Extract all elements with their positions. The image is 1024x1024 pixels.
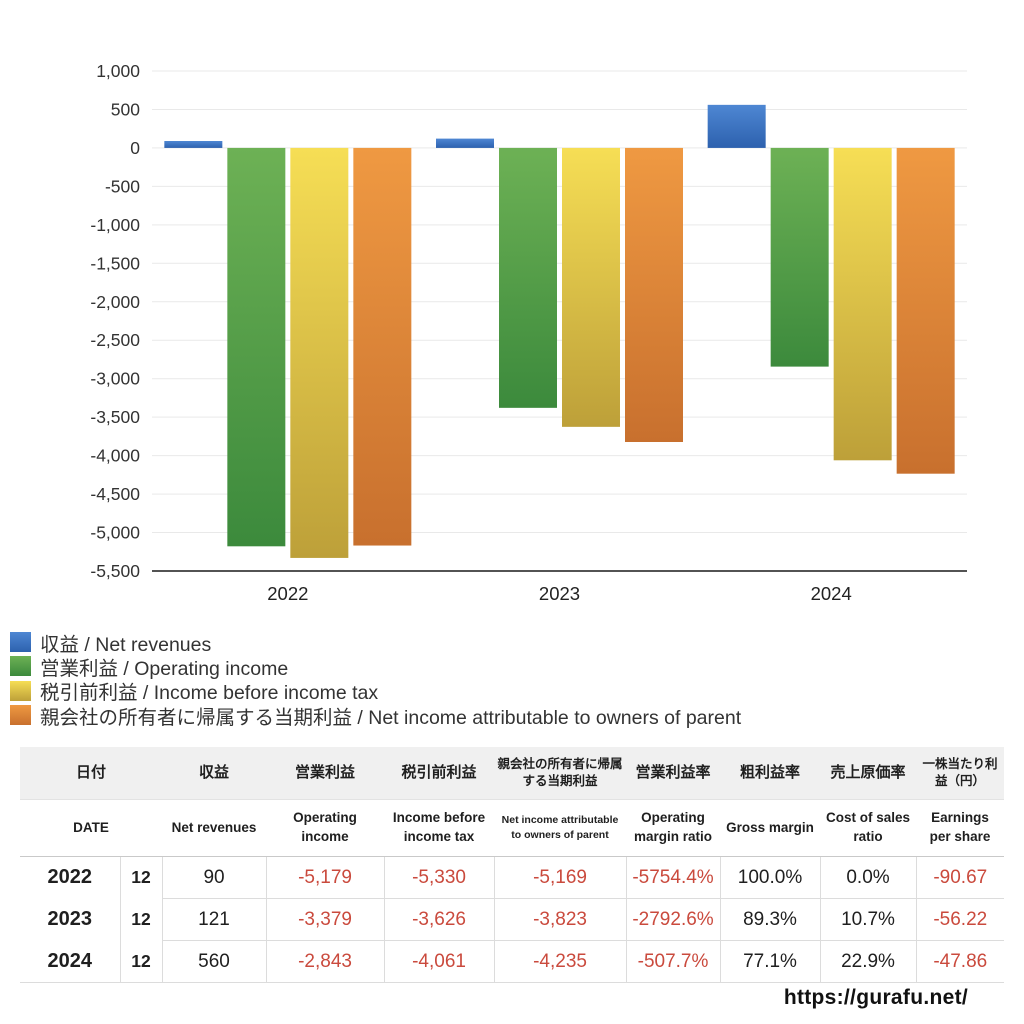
- legend-item-net-revenues: 収益 / Net revenues: [10, 630, 741, 656]
- bar-net-income-2024: [896, 147, 955, 474]
- bar-net-income-2022: [353, 147, 412, 546]
- bar-operating-income-2024: [770, 147, 829, 367]
- header-en-net-revenues: Net revenues: [162, 799, 267, 857]
- y-tick-label: -4,500: [90, 484, 140, 504]
- table-header-row-en: DATE Net revenues Operating income Income b…: [20, 799, 1005, 857]
- legend-item-net-income: 親会社の所有者に帰属する当期利益 / Net income attributab…: [10, 703, 742, 729]
- header-ja-income-before-income-tax: 税引前利益: [384, 747, 495, 800]
- y-tick-label: -3,000: [90, 369, 140, 389]
- header-en-income-before-income-tax: Income before income tax: [384, 799, 495, 857]
- header-en-net-income-attributable-to-owners-of-parent: Net income attributable to owners of par…: [494, 799, 627, 857]
- chart-legend: 収益 / Net revenues 営業利益 / Operating income…: [10, 630, 742, 729]
- financial-table: 日付 収益 営業利益 税引前利益 親会社の所有者に帰属する当期利益 営業利益率 粗利益率 売上…: [20, 747, 1005, 983]
- cell-net-income-attributable-to-owners-of-parent: -5,169: [493, 856, 627, 899]
- cell-earnings-per-share: -56.22: [915, 898, 1005, 941]
- cell-month: 12: [119, 898, 163, 941]
- header-en-operating-income: Operating income: [266, 799, 385, 857]
- legend-swatch-operating-income: [10, 656, 31, 677]
- legend-swatch-income-before-income-tax: [10, 680, 31, 701]
- cell-operating-income: -2,843: [265, 940, 385, 983]
- header-ja-net-revenues: 収益: [162, 747, 267, 800]
- legend-swatch-net-income: [10, 705, 31, 726]
- header-ja-gross-margin: 粗利益率: [720, 747, 821, 800]
- header-ja-earnings-per-share: 一株当たり利益（円）: [916, 747, 1005, 800]
- legend-swatch-net-revenues: [10, 632, 31, 653]
- y-tick-label: -500: [105, 176, 140, 196]
- bar-income-before-income-tax-2023: [562, 147, 620, 427]
- legend-item-operating-income: 営業利益 / Operating income: [10, 654, 741, 680]
- cell-net-income-attributable-to-owners-of-parent: -3,823: [493, 898, 627, 941]
- y-tick-label: -1,000: [90, 215, 140, 235]
- x-tick-label: 2024: [811, 583, 852, 604]
- cell-earnings-per-share: -90.67: [915, 856, 1005, 899]
- bar-income-before-income-tax-2024: [833, 147, 892, 461]
- header-en-gross-margin: Gross margin: [720, 799, 821, 857]
- legend-label-operating-income: 営業利益 / Operating income: [40, 657, 289, 680]
- y-tick-label: -5,500: [90, 561, 140, 581]
- bar-chart-svg: 1,000 500 0 -500 -1,000 -1,500 -2,000 -2,500 -3,…: [90, 61, 967, 604]
- legend-item-income-before-income-tax: 税引前利益 / Income before income tax: [10, 679, 741, 705]
- cell-income-before-income-tax: -5,330: [383, 856, 495, 899]
- y-tick-label: 500: [111, 99, 140, 119]
- table-row-2023: 2023 12 121 -3,379 -3,626 -3,823 -2792.6% 89.3%…: [20, 898, 1005, 941]
- cell-year: 2022: [20, 856, 120, 899]
- x-tick-label: 2023: [539, 583, 580, 604]
- cell-net-income-attributable-to-owners-of-parent: -4,235: [493, 940, 627, 983]
- y-tick-label: -3,500: [90, 407, 140, 427]
- x-tick-label: 2022: [267, 583, 308, 604]
- bar-operating-income-2023: [499, 147, 557, 408]
- header-ja-operating-income: 営業利益: [266, 747, 385, 800]
- y-tick-label: -2,000: [90, 292, 140, 312]
- bar-operating-income-2022: [227, 147, 286, 547]
- cell-cost-of-sales-ratio: 0.0%: [819, 856, 917, 899]
- bar-income-before-income-tax-2022: [290, 147, 349, 558]
- cell-operating-margin-ratio: -2792.6%: [625, 898, 721, 941]
- cell-month: 12: [119, 856, 163, 899]
- table-header-row-ja: 日付 収益 営業利益 税引前利益 親会社の所有者に帰属する当期利益 営業利益率 粗利益率 売上…: [20, 747, 1005, 800]
- table-row-2022: 2022 12 90 -5,179 -5,330 -5,169 -5754.4% 100.0%…: [20, 856, 1005, 899]
- y-tick-label: -2,500: [90, 330, 140, 350]
- header-en-operating-margin-ratio: Operating margin ratio: [626, 799, 721, 857]
- legend-label-net-income: 親会社の所有者に帰属する当期利益 / Net income attributab…: [40, 706, 742, 729]
- bar-net-revenues-2023: [436, 138, 494, 148]
- cell-gross-margin: 89.3%: [719, 898, 821, 941]
- y-tick-label: -1,500: [90, 253, 140, 273]
- cell-net-revenues: 121: [161, 898, 267, 941]
- header-en-cost-of-sales-ratio: Cost of sales ratio: [820, 799, 917, 857]
- cell-cost-of-sales-ratio: 22.9%: [819, 940, 917, 983]
- legend-label-net-revenues: 収益 / Net revenues: [40, 633, 212, 656]
- header-ja-operating-margin-ratio: 営業利益率: [626, 747, 721, 800]
- bar-net-income-2023: [625, 147, 683, 442]
- header-en-date: DATE: [20, 799, 163, 857]
- header-ja-cost-of-sales-ratio: 売上原価率: [820, 747, 917, 800]
- bar-net-revenues-2022: [164, 141, 223, 148]
- y-tick-label: -5,000: [90, 523, 140, 543]
- header-ja-net-income-attributable-to-owners-of-parent: 親会社の所有者に帰属する当期利益: [494, 747, 627, 800]
- bar-net-revenues-2024: [707, 104, 766, 148]
- cell-year: 2023: [20, 898, 120, 941]
- table-row-2024: 2024 12 560 -2,843 -4,061 -4,235 -507.7% 77.1% 2…: [20, 940, 1005, 983]
- legend-label-income-before-income-tax: 税引前利益 / Income before income tax: [40, 682, 379, 705]
- y-tick-label: 0: [130, 138, 140, 158]
- cell-operating-income: -3,379: [265, 898, 385, 941]
- cell-gross-margin: 77.1%: [719, 940, 821, 983]
- cell-net-revenues: 90: [161, 856, 267, 899]
- cell-year: 2024: [20, 940, 120, 983]
- y-tick-label: -4,000: [90, 446, 140, 466]
- cell-net-revenues: 560: [161, 940, 267, 983]
- footer: https://gurafu.net/: [0, 986, 1024, 1010]
- cell-cost-of-sales-ratio: 10.7%: [819, 898, 917, 941]
- header-ja-date: 日付: [20, 747, 163, 800]
- cell-income-before-income-tax: -3,626: [383, 898, 495, 941]
- header-en-earnings-per-share: Earnings per share: [916, 799, 1005, 857]
- y-tick-label: 1,000: [96, 61, 140, 81]
- cell-operating-margin-ratio: -507.7%: [625, 940, 721, 983]
- cell-operating-margin-ratio: -5754.4%: [625, 856, 721, 899]
- site-url: https://gurafu.net/: [783, 986, 968, 1009]
- cell-operating-income: -5,179: [265, 856, 385, 899]
- cell-gross-margin: 100.0%: [719, 856, 821, 899]
- cell-month: 12: [119, 940, 163, 983]
- cell-income-before-income-tax: -4,061: [383, 940, 495, 983]
- cell-earnings-per-share: -47.86: [915, 940, 1005, 983]
